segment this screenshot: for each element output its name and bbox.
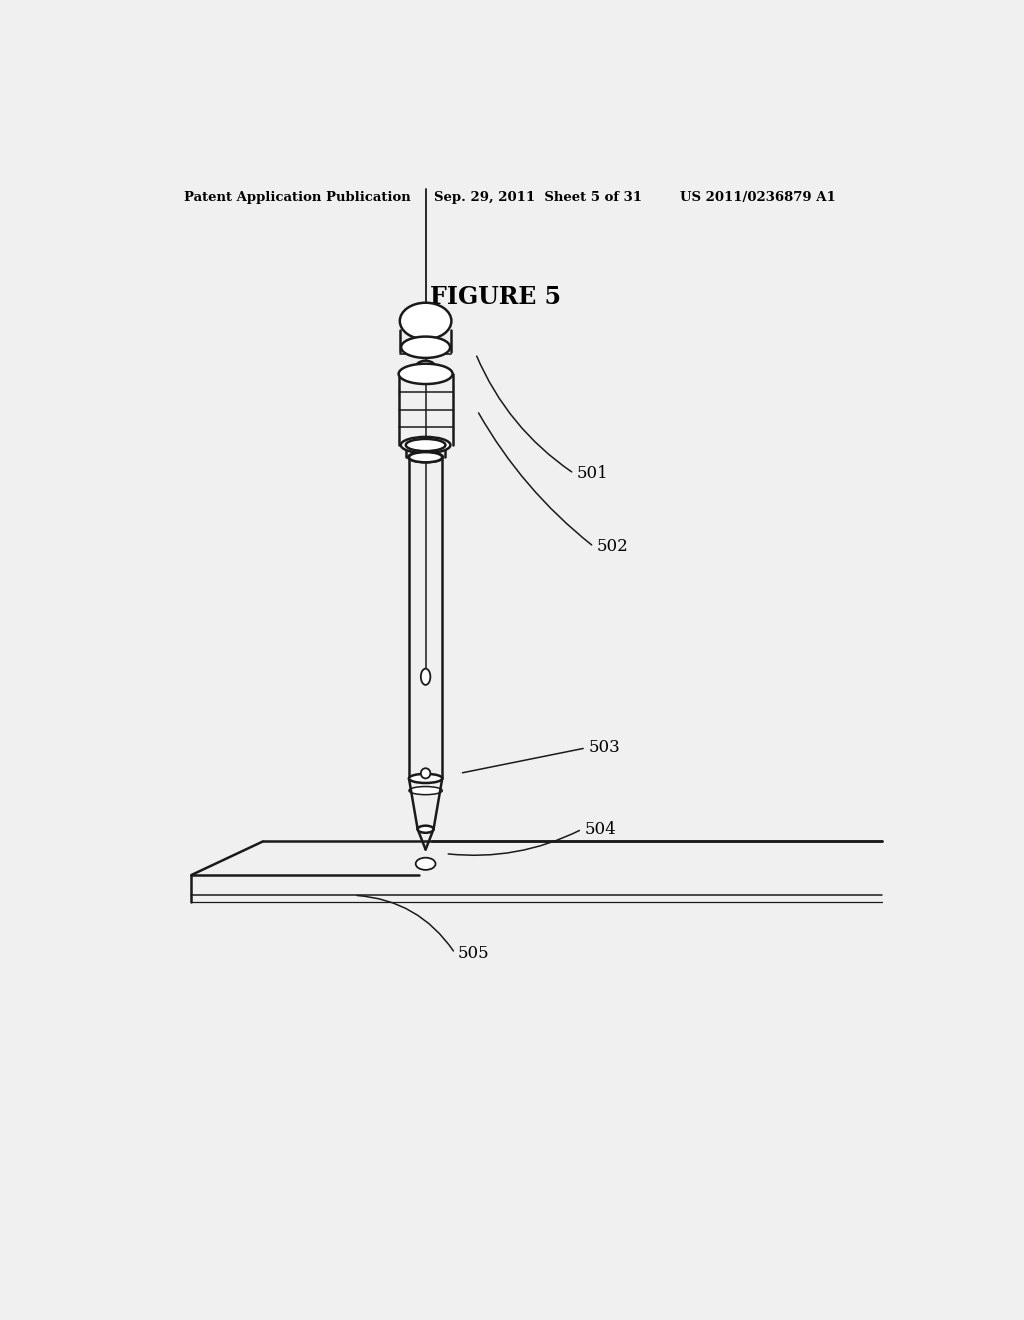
Ellipse shape (416, 858, 435, 870)
Text: 504: 504 (585, 821, 616, 838)
Ellipse shape (409, 787, 442, 795)
Ellipse shape (421, 768, 430, 779)
Text: Patent Application Publication: Patent Application Publication (183, 191, 411, 203)
Text: 505: 505 (458, 945, 489, 962)
Text: 503: 503 (588, 739, 621, 756)
Ellipse shape (415, 360, 436, 379)
Ellipse shape (401, 337, 451, 358)
Ellipse shape (421, 669, 430, 685)
Text: 502: 502 (596, 539, 628, 556)
Ellipse shape (409, 453, 442, 462)
Ellipse shape (406, 440, 445, 451)
Text: FIGURE 5: FIGURE 5 (430, 285, 560, 309)
Ellipse shape (399, 302, 452, 339)
Text: 501: 501 (577, 465, 608, 482)
Ellipse shape (418, 826, 433, 833)
Ellipse shape (409, 453, 443, 462)
Ellipse shape (398, 364, 453, 384)
Ellipse shape (409, 774, 442, 783)
Text: Sep. 29, 2011  Sheet 5 of 31: Sep. 29, 2011 Sheet 5 of 31 (433, 191, 641, 203)
Text: US 2011/0236879 A1: US 2011/0236879 A1 (680, 191, 836, 203)
Ellipse shape (400, 437, 451, 453)
